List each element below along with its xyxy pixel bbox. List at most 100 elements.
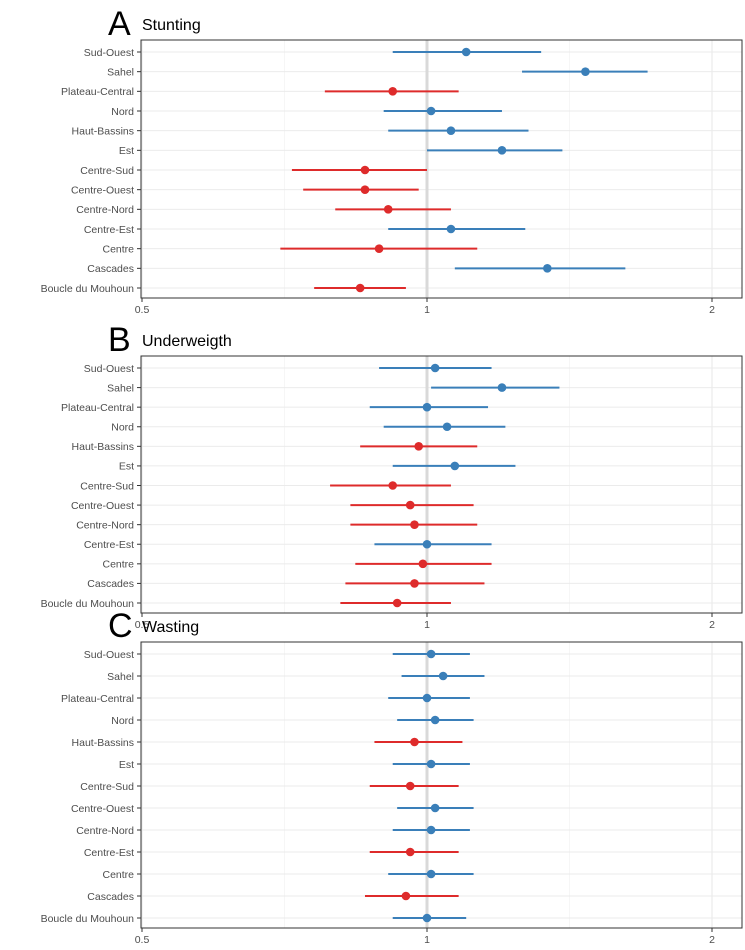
y-tick-label: Cascades [87,891,134,903]
point-estimate [426,869,436,879]
y-tick-label: Plateau-Central [61,693,134,705]
panel-border [140,355,743,614]
point-estimate [426,825,436,835]
y-tick-label: Centre-Ouest [71,500,134,512]
y-tick-label: Nord [111,106,134,118]
panel-c: C Wasting Sud-Ouest Sahel Plateau-Central Nor… [41,607,743,946]
y-tick-label: Centre [102,869,134,881]
x-tick-label: 2 [709,304,715,316]
y-tick-label: Plateau-Central [61,86,134,98]
x-tick-label: 0.5 [135,304,150,316]
point-estimate [388,87,398,96]
y-tick-label: Haut-Bassins [72,125,134,137]
point-estimate [497,383,507,392]
point-estimate [426,106,436,116]
point-estimate [392,598,402,608]
panel-title: Stunting [142,17,201,34]
y-tick-label: Nord [111,422,134,434]
x-tick-label: 0.5 [135,934,150,946]
point-estimate [410,520,419,529]
panel-border [140,39,743,299]
y-tick-label: Boucle du Mouhoun [41,598,135,610]
point-estimate [410,737,419,747]
point-estimate [418,559,428,569]
panel-letter: A [108,5,131,43]
y-tick-label: Centre-Sud [80,165,134,177]
point-estimate [450,461,460,471]
point-estimate [360,185,370,194]
point-estimate [581,67,590,76]
y-tick-label: Centre-Est [84,539,134,551]
point-estimate [438,671,448,681]
y-tick-label: Centre-Sud [80,781,134,793]
point-estimate [388,481,398,490]
point-estimate [360,165,370,175]
point-estimate [401,891,411,901]
point-estimate [405,500,415,510]
point-estimate [430,363,440,373]
y-tick-label: Nord [111,715,134,727]
y-tick-label: Centre [102,243,134,255]
y-tick-label: Sahel [107,66,134,78]
point-estimate [461,47,471,57]
point-estimate [355,283,365,293]
y-tick-label: Centre-Nord [76,519,134,531]
point-estimate [446,224,456,234]
point-estimate [446,126,456,135]
point-estimate [543,264,552,273]
point-estimate [414,442,423,451]
x-tick-label: 1 [424,934,430,946]
point-estimate [422,913,432,923]
panel-title: Wasting [142,619,199,636]
panel-a: A Stunting Sud-Ouest Sahel Plateau-Central No… [41,5,743,316]
y-tick-label: Sahel [107,382,134,394]
y-tick-label: Sud-Ouest [84,649,134,661]
point-estimate [410,579,419,588]
y-tick-label: Centre-Ouest [71,184,134,196]
y-tick-label: Plateau-Central [61,402,134,414]
y-tick-label: Boucle du Mouhoun [41,283,135,295]
point-estimate [426,759,436,769]
y-tick-label: Est [119,759,134,771]
panel-border [140,641,743,929]
point-estimate [405,847,415,857]
x-tick-label: 0.5 [135,619,150,631]
point-estimate [422,539,432,549]
y-tick-label: Centre-Ouest [71,803,134,815]
point-estimate [430,803,440,813]
y-tick-label: Centre-Nord [76,825,134,837]
y-tick-label: Centre-Sud [80,480,134,492]
panel-letter: B [108,321,131,359]
x-tick-label: 2 [709,934,715,946]
y-tick-label: Centre-Est [84,847,134,859]
point-estimate [383,205,393,214]
point-estimate [497,146,507,155]
y-tick-label: Sud-Ouest [84,363,134,375]
point-estimate [374,244,384,253]
point-estimate [422,693,432,703]
y-tick-label: Cascades [87,263,134,275]
panel-title: Underweigth [142,333,232,350]
y-tick-label: Sud-Ouest [84,47,134,59]
panel-letter: C [108,607,133,645]
y-tick-label: Centre-Nord [76,204,134,216]
panel-background [141,40,742,298]
x-tick-label: 1 [424,619,430,631]
y-tick-label: Haut-Bassins [72,737,134,749]
point-estimate [442,422,452,432]
y-tick-label: Est [119,145,134,157]
point-estimate [426,649,436,659]
y-tick-label: Est [119,461,134,473]
y-tick-label: Centre-Est [84,224,134,236]
x-tick-label: 2 [709,619,715,631]
x-tick-label: 1 [424,304,430,316]
y-tick-label: Haut-Bassins [72,441,134,453]
y-tick-label: Centre [102,559,134,571]
point-estimate [422,402,432,412]
y-tick-label: Cascades [87,578,134,590]
y-tick-label: Boucle du Mouhoun [41,913,135,925]
y-tick-label: Sahel [107,671,134,683]
panel-b: B Underweigth Sud-Ouest Sahel Plateau-Centra… [41,321,743,631]
point-estimate [430,715,440,725]
